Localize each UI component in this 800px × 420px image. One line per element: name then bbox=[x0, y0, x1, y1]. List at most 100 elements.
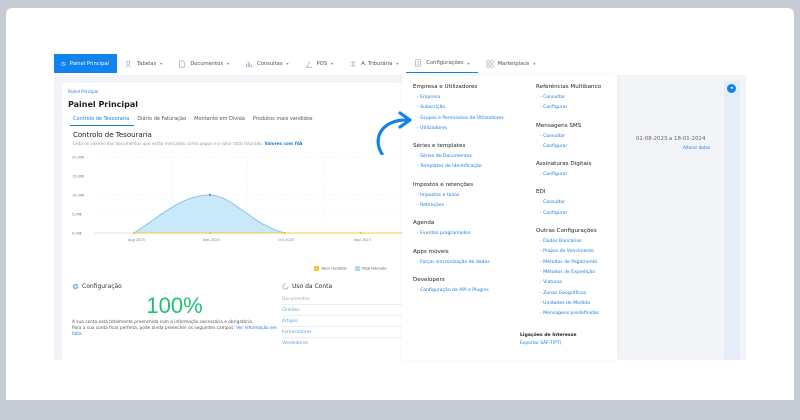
menu-group-title: Outras Configurações bbox=[536, 228, 597, 235]
tax-icon bbox=[350, 60, 356, 67]
menu-item-mb-configurar[interactable]: - Configurar bbox=[540, 105, 568, 111]
nav-tabelas[interactable]: Tabelas ▾ bbox=[117, 54, 170, 73]
y-tick-label: 5,00€ bbox=[72, 213, 82, 217]
nav-consultas[interactable]: Consultas ▾ bbox=[237, 54, 296, 73]
legend-swatch bbox=[314, 266, 319, 271]
menu-group-title: EDI bbox=[536, 189, 546, 196]
marketplace-icon bbox=[486, 60, 494, 67]
tab-controlo-tesouraria[interactable]: Controlo de Tesouraria bbox=[70, 114, 135, 126]
y-tick-label: 10,00€ bbox=[72, 194, 84, 198]
breadcrumb[interactable]: Painel Principal bbox=[68, 89, 99, 94]
x-tick-label: Nov 2023 bbox=[354, 238, 371, 242]
menu-item-series-documentos[interactable]: - Séries de Documentos bbox=[417, 154, 472, 160]
usage-row-clientes[interactable]: Clientes bbox=[282, 305, 467, 316]
y-tick-label: 15,00€ bbox=[72, 175, 84, 179]
nav-a-tributaria[interactable]: A. Tributária ▾ bbox=[341, 54, 406, 73]
menu-group-title: Referências Multibanco bbox=[536, 84, 602, 90]
settings-icon bbox=[415, 59, 422, 67]
change-dates-link[interactable]: Alterar datas bbox=[683, 145, 711, 150]
menu-group-title: Developers bbox=[413, 276, 445, 283]
configuration-card: Configuração 100% A sua conta está total… bbox=[72, 283, 277, 338]
dropdown-column-1: Empresa e Utilizadores - Empresa - Subsc… bbox=[413, 75, 504, 296]
usage-icon bbox=[282, 283, 289, 290]
x-tick-label: Oct 2023 bbox=[278, 238, 294, 242]
menu-item-viaturas[interactable]: - Viaturas bbox=[540, 280, 563, 286]
section-title: Controlo de Tesouraria bbox=[73, 131, 152, 139]
document-icon bbox=[179, 60, 185, 67]
card-title: Uso da Conta bbox=[282, 283, 467, 290]
usage-row-documentos: Documentos bbox=[282, 294, 467, 305]
pointer-arrow-icon bbox=[376, 111, 412, 155]
nav-painel-principal[interactable]: Painel Principal bbox=[54, 54, 117, 73]
completion-percent: 100% bbox=[146, 293, 203, 318]
menu-group-title: Empresa e Utilizadores bbox=[413, 84, 478, 90]
tab-montante-divida[interactable]: Montante em Dívida bbox=[194, 116, 245, 122]
menu-item-metodos-expedicao[interactable]: - Métodos de Expedição bbox=[540, 269, 596, 275]
y-tick-label: 20,00€ bbox=[72, 156, 84, 160]
users-icon bbox=[125, 60, 131, 67]
menu-item-forcar-sincronizacao[interactable]: - Forçar sincronização de dados bbox=[417, 259, 490, 265]
tab-diario-faturacao[interactable]: Diário de Faturação bbox=[137, 116, 187, 122]
nav-pos[interactable]: POS ▾ bbox=[297, 54, 342, 73]
menu-item-impostos-taxas[interactable]: - Impostos e taxas bbox=[417, 192, 460, 198]
menu-item-templates-identificacao[interactable]: - Templates de Identificação bbox=[417, 164, 482, 170]
pos-icon bbox=[305, 60, 312, 67]
menu-item-edi-consultar[interactable]: - Consultar bbox=[540, 200, 566, 206]
menu-item-dados-bancarios[interactable]: - Dados Bancários bbox=[540, 239, 582, 245]
export-saft-link[interactable]: Exportar SAF-T(PT) bbox=[520, 341, 562, 346]
menu-item-metodos-pagamento[interactable]: - Métodos de Pagamento bbox=[540, 259, 598, 265]
tab-produtos-vendidos[interactable]: Produtos mais vendidos bbox=[252, 116, 313, 122]
menu-item-mensagens-predefinidas[interactable]: - Mensagens predefinidas bbox=[540, 311, 600, 317]
menu-item-eventos-programados[interactable]: - Eventos programados bbox=[417, 231, 471, 237]
bar-chart-icon bbox=[246, 61, 252, 67]
usage-row-artigos[interactable]: Artigos bbox=[282, 316, 467, 327]
chevron-down-icon: ▾ bbox=[533, 61, 536, 66]
nav-marketplace[interactable]: Marketplace ▾ bbox=[478, 54, 544, 73]
menu-item-sms-consultar[interactable]: - Consultar bbox=[540, 133, 566, 139]
collapse-panel-button[interactable]: ◂ bbox=[727, 84, 736, 93]
menu-item-api-plugins[interactable]: - Configuração da API e Plugins bbox=[417, 287, 489, 293]
menu-item-assinaturas-configurar[interactable]: - Configurar bbox=[540, 172, 568, 178]
menu-item-grupos-permissoes[interactable]: - Grupos e Permissões de Utilizadores bbox=[417, 115, 504, 121]
x-tick-label: Sep 2023 bbox=[203, 238, 220, 242]
menu-group-title: Assinaturas Digitais bbox=[536, 161, 592, 168]
menu-item-utilizadores[interactable]: - Utilizadores bbox=[417, 125, 448, 131]
menu-item-subscricao[interactable]: - Subscrição bbox=[417, 105, 446, 111]
links-of-interest: Ligações de Interesse Exportar SAF-T(PT) bbox=[520, 333, 577, 346]
missing-info-link[interactable]: Ver informação em falta bbox=[72, 326, 277, 337]
menu-item-empresa[interactable]: - Empresa bbox=[417, 95, 441, 100]
nav-configuracoes[interactable]: Configurações ▾ bbox=[406, 54, 478, 73]
legend-total-faturado[interactable]: Total faturado bbox=[354, 266, 387, 271]
menu-item-sms-configurar[interactable]: - Configurar bbox=[540, 143, 568, 149]
menu-group-title: Apps móveis bbox=[413, 248, 449, 255]
chart-legend: Valor recebido Total faturado bbox=[314, 266, 387, 271]
chevron-down-icon: ▾ bbox=[286, 61, 289, 66]
usage-row-fornecedores[interactable]: Fornecedores bbox=[282, 327, 467, 338]
menu-item-unidades-medida[interactable]: - Unidades de Medida bbox=[540, 300, 590, 306]
card-title: Configuração bbox=[72, 283, 277, 290]
menu-group-title: Mensagens SMS bbox=[536, 122, 582, 129]
menu-group-title: Séries e templates bbox=[413, 143, 466, 150]
gear-icon bbox=[72, 283, 79, 290]
menu-item-prazos-vencimento[interactable]: - Prazos de Vencimento bbox=[540, 249, 594, 255]
menu-item-mb-consultar[interactable]: - Consultar bbox=[540, 95, 566, 100]
dashboard-tabs: Controlo de Tesouraria Diário de Faturaç… bbox=[70, 114, 318, 126]
y-tick-label: 0,00€ bbox=[72, 232, 82, 236]
legend-valor-recebido[interactable]: Valor recebido bbox=[314, 266, 347, 271]
nav-documentos[interactable]: Documentos ▾ bbox=[170, 54, 237, 73]
menu-item-retencoes[interactable]: - Retenções bbox=[417, 203, 445, 209]
section-description: Lista os valores dos documentos que estã… bbox=[73, 141, 303, 146]
menu-item-edi-configurar[interactable]: - Configurar bbox=[540, 210, 568, 216]
chevron-down-icon: ▾ bbox=[227, 61, 230, 66]
chevron-down-icon: ▾ bbox=[396, 61, 399, 66]
menu-group-title: Impostos e retenções bbox=[413, 181, 474, 188]
page-title: Painel Principal bbox=[68, 100, 139, 109]
side-panel-strip: ◂ bbox=[724, 81, 740, 360]
dashboard-icon bbox=[61, 61, 66, 66]
account-usage-card: Uso da Conta Documentos Clientes Artigos… bbox=[282, 283, 467, 349]
menu-item-zonas-geograficas[interactable]: - Zonas Geográficas bbox=[540, 290, 587, 296]
configuracoes-dropdown-menu: Empresa e Utilizadores - Empresa - Subsc… bbox=[402, 75, 617, 360]
chevron-down-icon: ▾ bbox=[160, 61, 163, 66]
date-range: 01-08-2023 a 18-01-2024 bbox=[636, 136, 706, 142]
treasury-area-chart: 20,00€ 15,00€ 10,00€ 5,00€ 0,00€ Aug 202… bbox=[72, 156, 412, 242]
